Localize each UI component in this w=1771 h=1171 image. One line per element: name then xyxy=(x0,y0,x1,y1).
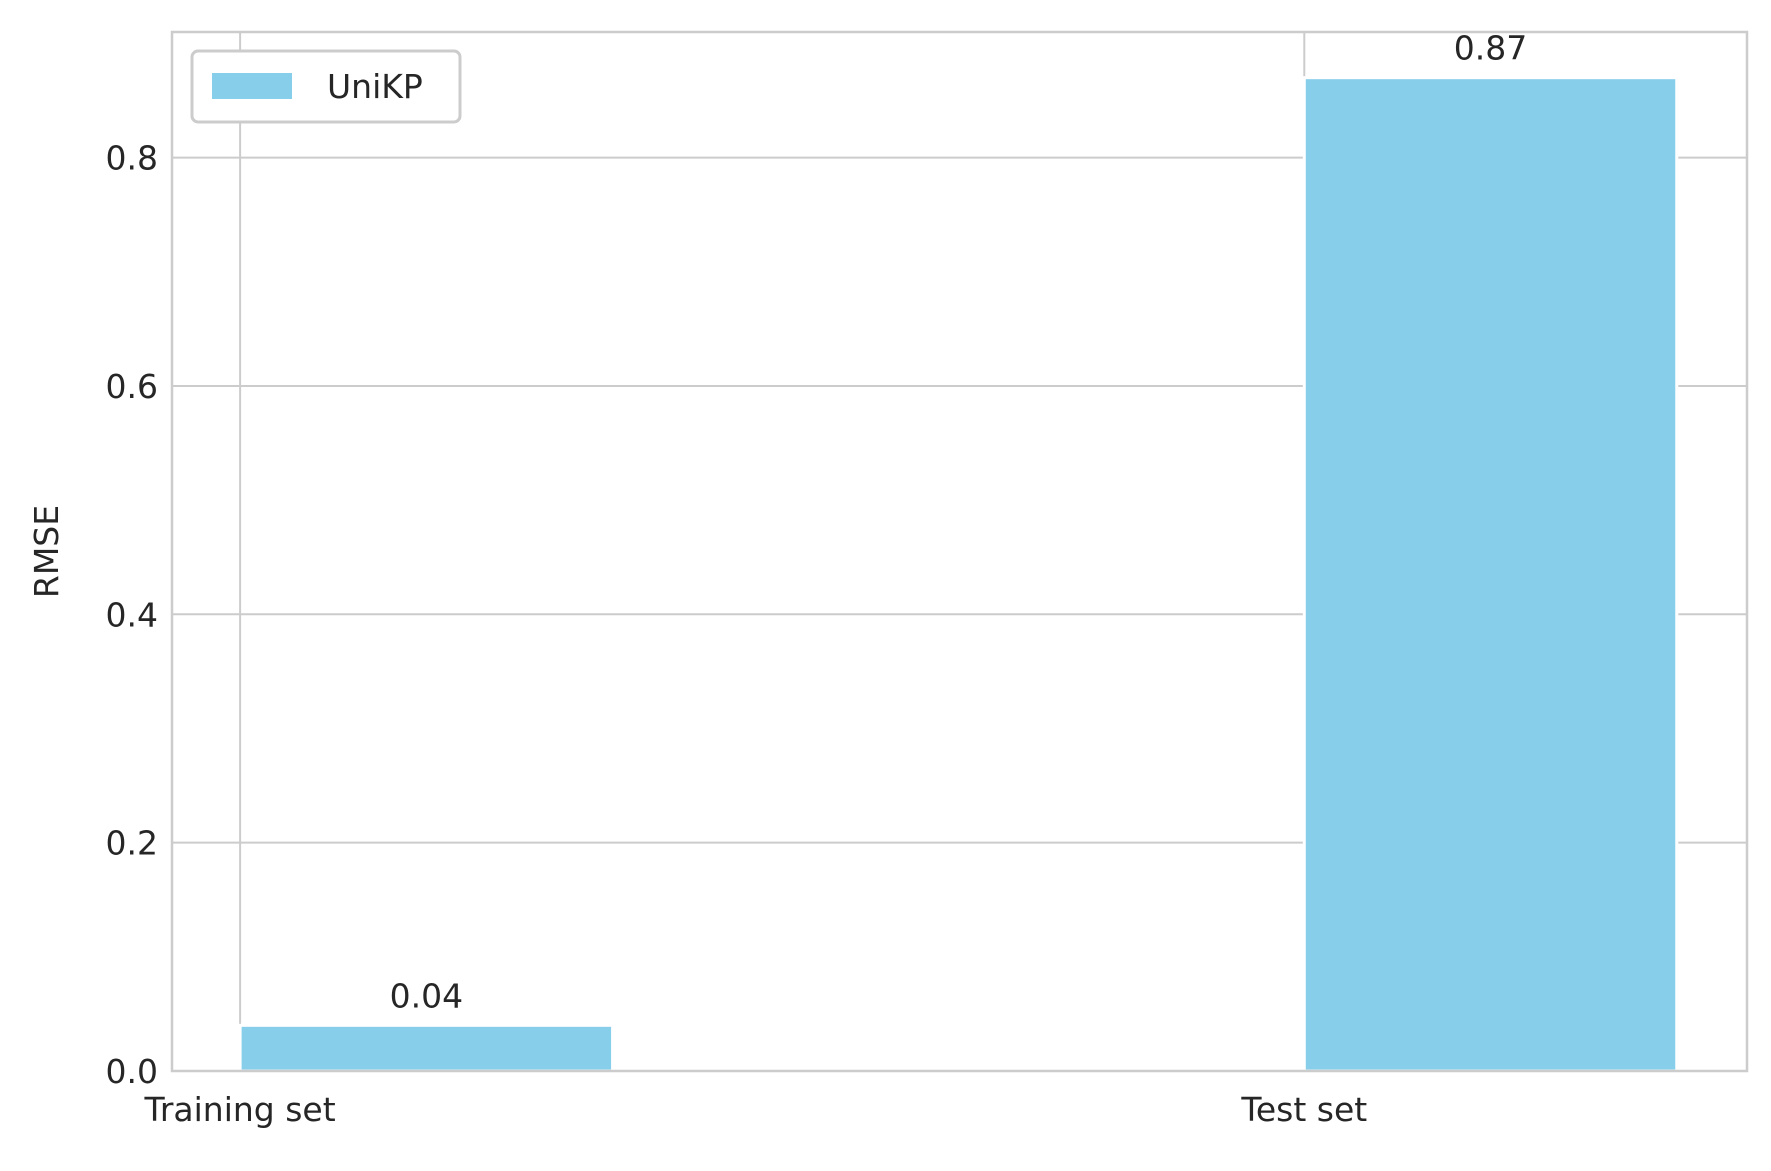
x-tick-label: Training set xyxy=(144,1090,336,1129)
y-tick-label: 0.8 xyxy=(106,139,158,178)
legend-box xyxy=(190,49,462,124)
bar-value-label: 0.04 xyxy=(390,976,463,1015)
bar-value-label: 0.87 xyxy=(1454,29,1527,68)
bar[interactable] xyxy=(238,1023,615,1073)
plot-frame xyxy=(170,30,1749,1073)
y-tick-label: 0.6 xyxy=(106,367,158,406)
legend[interactable]: UniKP xyxy=(190,49,462,124)
y-axis-ticks: 0.0 0.2 0.4 0.6 0.8 xyxy=(106,139,158,1091)
y-tick-label: 0.4 xyxy=(106,595,158,634)
y-axis-label: RMSE xyxy=(27,505,66,598)
legend-label: UniKP xyxy=(327,67,423,106)
x-tick-label: Test set xyxy=(1240,1090,1367,1129)
y-tick-label: 0.0 xyxy=(106,1052,158,1091)
legend-swatch xyxy=(212,73,292,99)
y-tick-label: 0.2 xyxy=(106,824,158,863)
data-labels: 0.04 0.87 xyxy=(390,29,1528,1016)
x-axis-ticks: Training set Test set xyxy=(144,1090,1368,1129)
bar[interactable] xyxy=(1302,76,1679,1073)
bars xyxy=(238,76,1679,1073)
